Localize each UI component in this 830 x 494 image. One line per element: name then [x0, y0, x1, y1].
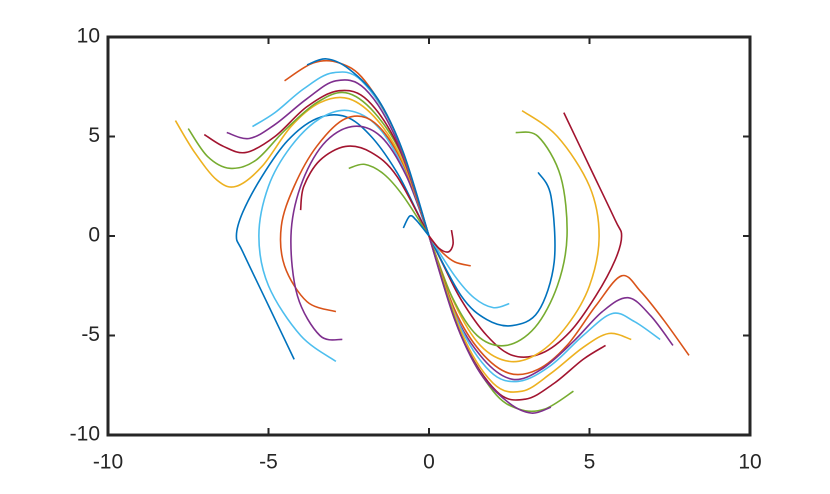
x-tick-label: 10: [738, 451, 761, 474]
trajectory: [290, 125, 430, 341]
trajectory: [187, 91, 430, 237]
trajectory: [299, 145, 430, 237]
trajectory: [428, 112, 623, 358]
trajectory: [428, 235, 674, 381]
trajectory: [226, 79, 430, 237]
trajectory: [174, 96, 430, 237]
y-tick-label: 0: [88, 224, 100, 247]
trajectory: [428, 109, 600, 363]
x-tick-label: -5: [259, 451, 278, 474]
trajectory: [402, 214, 430, 237]
trajectory: [428, 235, 632, 393]
x-tick-label: 5: [584, 451, 596, 474]
y-tick-label: 10: [77, 25, 100, 48]
trajectory: [258, 109, 430, 363]
trajectory: [203, 89, 430, 237]
y-tick-label: -5: [81, 323, 100, 346]
trajectory: [428, 235, 690, 376]
x-tick-label: 0: [423, 451, 435, 474]
trajectory: [428, 171, 556, 327]
trajectory: [279, 115, 430, 313]
trajectory: [235, 114, 430, 360]
trajectory: [348, 163, 430, 237]
y-tick-label: -10: [70, 423, 100, 446]
y-tick-label: 5: [88, 124, 100, 147]
trajectory: [428, 131, 568, 347]
trajectory: [428, 235, 510, 309]
trajectory: [428, 229, 454, 253]
x-tick-label: -10: [93, 451, 123, 474]
trajectory: [306, 58, 430, 237]
trajectory: [428, 235, 552, 414]
trajectory: [428, 235, 661, 383]
